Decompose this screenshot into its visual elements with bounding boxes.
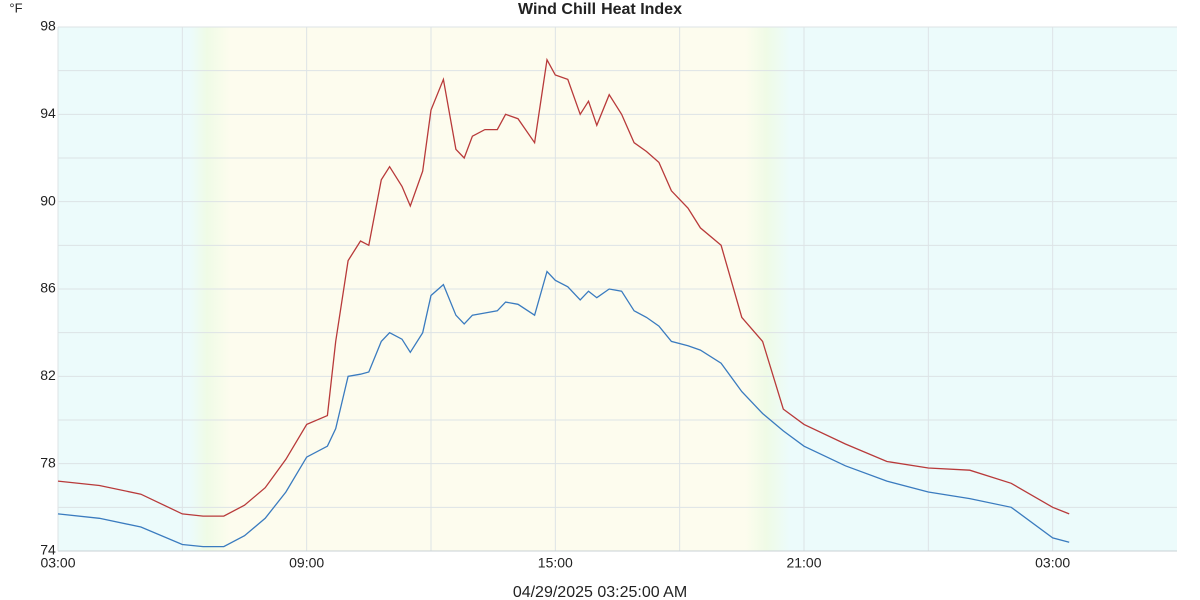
legend-entry: Heat Index — [601, 1, 682, 18]
x-tick-label: 09:00 — [289, 555, 324, 571]
x-tick-label: 03:00 — [1035, 555, 1070, 571]
x-tick-label: 03:00 — [40, 555, 75, 571]
y-axis-unit: °F — [9, 0, 22, 15]
x-tick-label: 15:00 — [538, 555, 573, 571]
legend-entry: Wind Chill — [518, 1, 596, 18]
x-tick-label: 21:00 — [786, 555, 821, 571]
y-tick-label: 98 — [40, 18, 56, 34]
y-tick-label: 86 — [40, 280, 56, 296]
x-axis-label: 04/29/2025 03:25:00 AM — [513, 584, 687, 600]
y-tick-label: 90 — [40, 192, 56, 208]
y-tick-label: 94 — [40, 105, 56, 121]
data-line — [57, 270, 1070, 548]
y-tick-label: 82 — [40, 367, 56, 383]
y-tick-label: 78 — [40, 454, 56, 470]
legend: Wind Chill Heat Index — [518, 1, 682, 18]
data-line — [57, 57, 1070, 517]
y-tick-label: 74 — [40, 542, 56, 558]
